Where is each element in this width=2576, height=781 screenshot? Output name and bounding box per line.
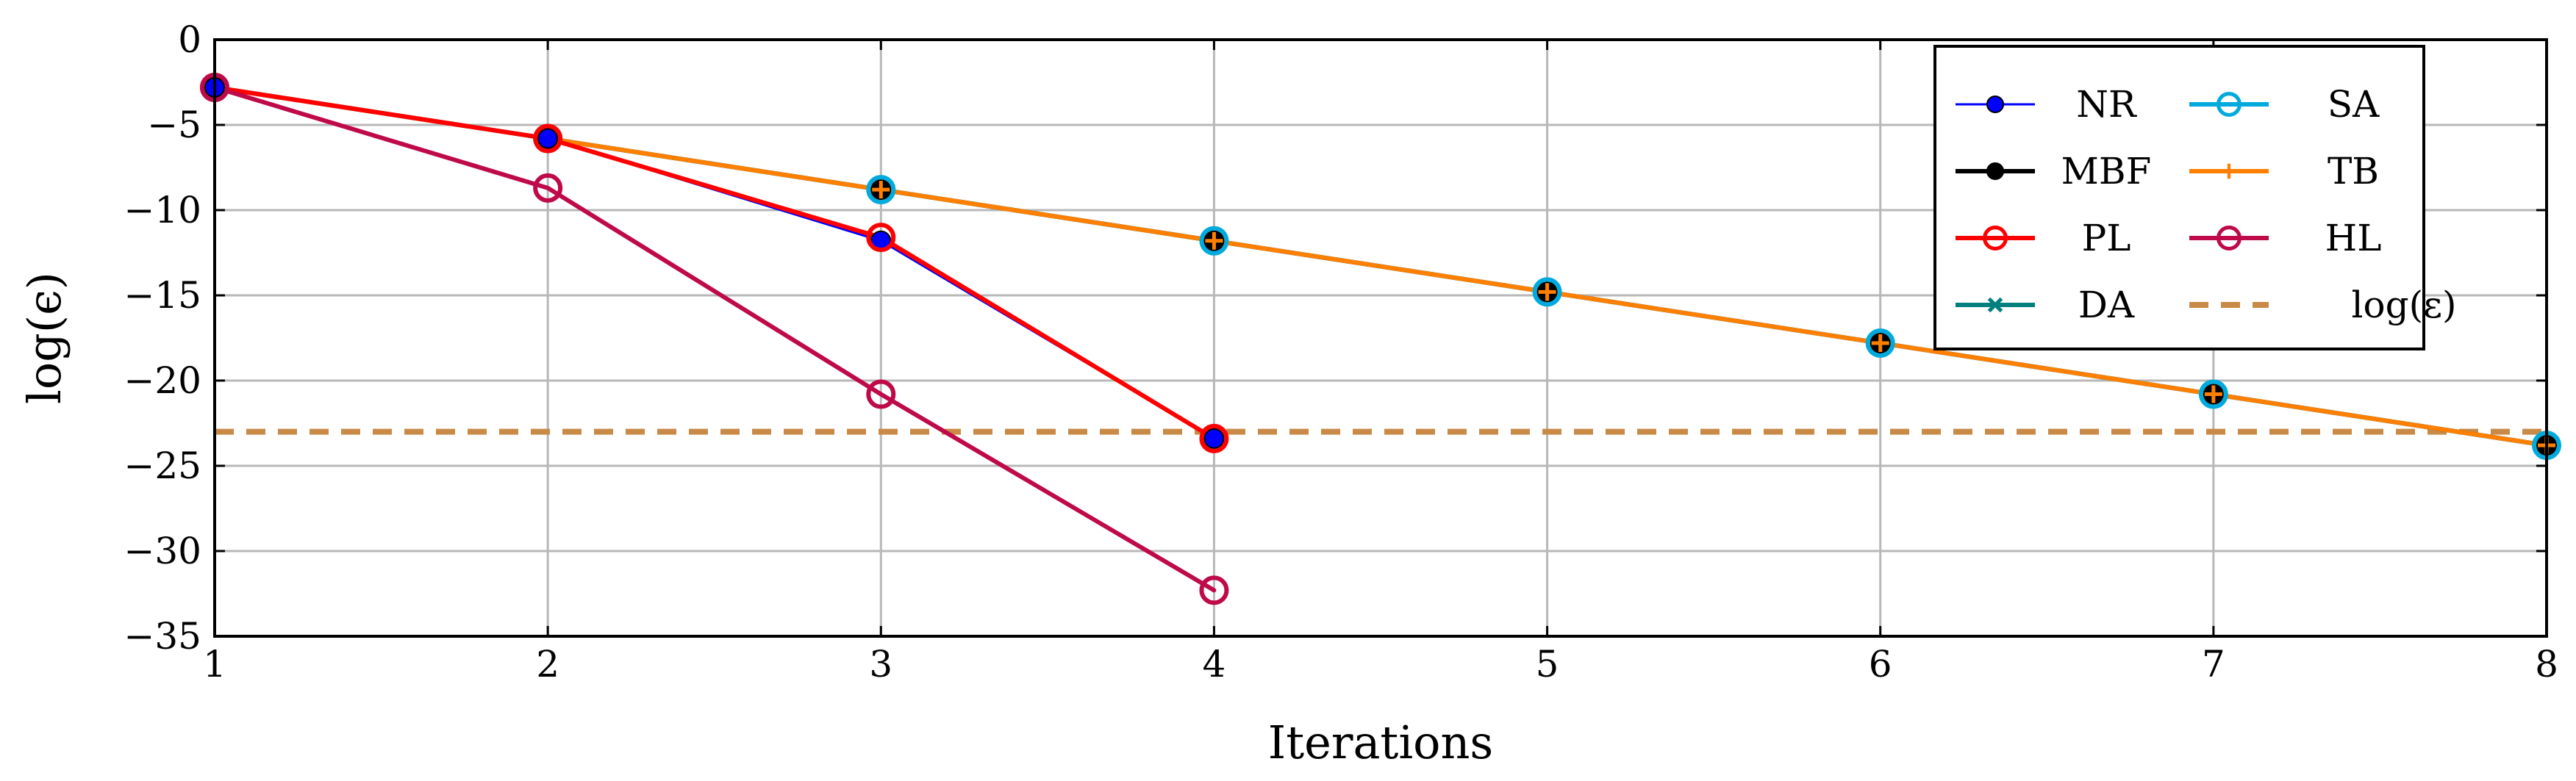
legend-marker-pl — [1983, 225, 2008, 251]
legend-entry-da: DA — [1956, 284, 2135, 326]
series-hl — [212, 84, 1217, 593]
x-tick-label-6: 6 — [1869, 643, 1892, 685]
series-pl — [212, 84, 1217, 441]
x-tick-label-8: 8 — [2535, 643, 2558, 685]
x-tick-label-4: 4 — [1203, 643, 1226, 685]
legend-entry-hl: HL — [2189, 217, 2381, 259]
legend-entry-sa: SA — [2189, 83, 2380, 126]
plot-frame — [213, 38, 2548, 638]
tick-layer: 1 2 3 4 5 6 7 8 0 −5 −10 −15 −20 −25 −30 −35 — [124, 18, 2558, 685]
y-tick-label-30: −30 — [124, 530, 201, 572]
point-pl-2 — [533, 123, 563, 154]
series-line-tb — [212, 84, 2549, 448]
series-line-hl — [212, 84, 1217, 593]
legend-marker-hl — [2217, 225, 2242, 251]
point-pl-3 — [866, 223, 896, 253]
axis-title-layer: Iterations log(ϵ) — [18, 272, 1493, 769]
legend-label-sa: SA — [2328, 83, 2380, 126]
legend-entry-tb: TB — [2189, 150, 2379, 192]
point-tb-6 — [1871, 334, 1889, 352]
point-tb-5 — [1538, 283, 1556, 301]
legend: NR MBF PL DA SA TB HL log(ε) — [1933, 45, 2457, 350]
point-nr-2 — [537, 128, 559, 149]
series-markers-nr — [204, 76, 1225, 449]
x-tick-label-1: 1 — [203, 643, 226, 685]
legend-marker-nr — [1986, 95, 2005, 114]
point-hl-3 — [866, 379, 896, 409]
y-axis-title: log(ϵ) — [18, 272, 71, 404]
legend-label-mbf: MBF — [2061, 150, 2152, 192]
point-nr-4 — [1203, 428, 1225, 449]
y-tick-label-5: −5 — [147, 104, 201, 146]
legend-label-tb: TB — [2328, 150, 2379, 192]
point-tb-3 — [872, 181, 890, 199]
x-axis-title: Iterations — [1268, 716, 1494, 769]
series-line-nr — [213, 86, 1215, 440]
point-sa-4 — [1199, 226, 1229, 256]
point-tb-4 — [1205, 231, 1223, 250]
series-tb — [212, 84, 2549, 448]
series-markers-hl — [200, 72, 1229, 605]
point-sa-5 — [1532, 277, 1562, 307]
y-tick-label-25: −25 — [124, 445, 201, 487]
legend-marker-tb — [2221, 163, 2237, 179]
legend-entry-nr: NR — [1956, 83, 2137, 126]
x-tick-label-2: 2 — [536, 643, 559, 685]
series-line-pl — [212, 84, 1217, 441]
point-hl-4 — [1199, 575, 1229, 605]
point-tb-7 — [2204, 385, 2222, 403]
point-sa-3 — [866, 175, 896, 205]
point-pl-4 — [1199, 423, 1229, 453]
series-nr — [213, 86, 1215, 440]
x-tick-label-3: 3 — [869, 643, 892, 685]
legend-entry-pl: PL — [1956, 217, 2130, 259]
legend-marker-mbf — [1986, 162, 2005, 181]
y-tick-label-0: 0 — [178, 18, 201, 61]
point-sa-7 — [2198, 379, 2228, 409]
y-tick-label-35: −35 — [124, 615, 201, 658]
legend-label-threshold: log(ε) — [2351, 284, 2456, 326]
y-tick-label-20: −20 — [124, 359, 201, 402]
legend-entry-mbf: MBF — [1956, 150, 2151, 192]
point-sa-6 — [1865, 328, 1895, 358]
legend-box — [1933, 45, 2425, 350]
x-tick-label-7: 7 — [2202, 643, 2225, 685]
x-tick-label-5: 5 — [1536, 643, 1559, 685]
legend-label-hl: HL — [2325, 217, 2382, 259]
legend-label-nr: NR — [2076, 83, 2137, 126]
legend-entry-threshold: log(ε) — [2189, 284, 2457, 326]
legend-marker-da — [1987, 297, 2003, 313]
y-tick-label-10: −10 — [124, 189, 201, 231]
legend-label-pl: PL — [2082, 217, 2131, 259]
y-tick-label-15: −15 — [124, 274, 201, 317]
point-hl-2 — [533, 173, 563, 203]
legend-marker-sa — [2217, 92, 2242, 118]
legend-label-da: DA — [2078, 284, 2135, 326]
